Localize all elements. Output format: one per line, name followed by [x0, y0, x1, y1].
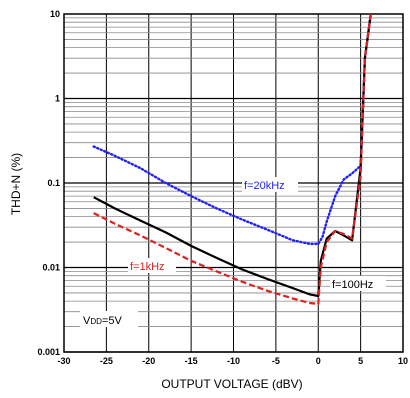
- f1k-label: f=1kHz: [130, 261, 165, 273]
- vdd-label-bg: [80, 311, 138, 327]
- series-line-f1k: [93, 13, 372, 306]
- tick-labels: -30 -25 -20 -15 -10 -5 0 5 10 0.001 0.01 0.1 1 10: [37, 9, 408, 366]
- series-line-f100: [93, 13, 372, 298]
- y-axis-title: THD+N (%): [9, 153, 23, 215]
- x-tick-label: -10: [227, 356, 240, 366]
- y-tick-label: 0.1: [47, 178, 60, 188]
- f100-label: f=100Hz: [332, 279, 373, 291]
- f1k-label-bg: [128, 258, 176, 273]
- x-tick-label: -25: [100, 356, 113, 366]
- data-series: [92, 12, 372, 306]
- x-tick-label: 0: [316, 356, 321, 366]
- plot-border: [63, 13, 404, 353]
- f20k-label: f=20kHz: [244, 180, 285, 192]
- x-tick-label: 5: [358, 356, 363, 366]
- y-tick-label: 0.001: [37, 347, 60, 357]
- f20k-label-bg: [242, 177, 298, 192]
- y-tick-label: 1: [55, 94, 60, 104]
- y-tick-label: 10: [50, 9, 60, 19]
- x-tick-label: -15: [185, 356, 198, 366]
- chart-grid: [63, 14, 404, 353]
- f100-label-bg: [330, 276, 386, 291]
- x-tick-label: -5: [272, 356, 280, 366]
- plot-frame: [63, 13, 404, 353]
- x-tick-label: -30: [57, 356, 70, 366]
- annotations: f=20kHz f=1kHz f=100Hz VDD=5V: [80, 177, 386, 327]
- y-tick-label: 0.01: [42, 263, 60, 273]
- vdd-label: VDD=5V: [83, 315, 122, 327]
- x-tick-label: 10: [398, 356, 408, 366]
- x-axis-title: OUTPUT VOLTAGE (dBV): [161, 377, 302, 391]
- series-line-f20k: [92, 12, 372, 246]
- x-tick-label: -20: [142, 356, 155, 366]
